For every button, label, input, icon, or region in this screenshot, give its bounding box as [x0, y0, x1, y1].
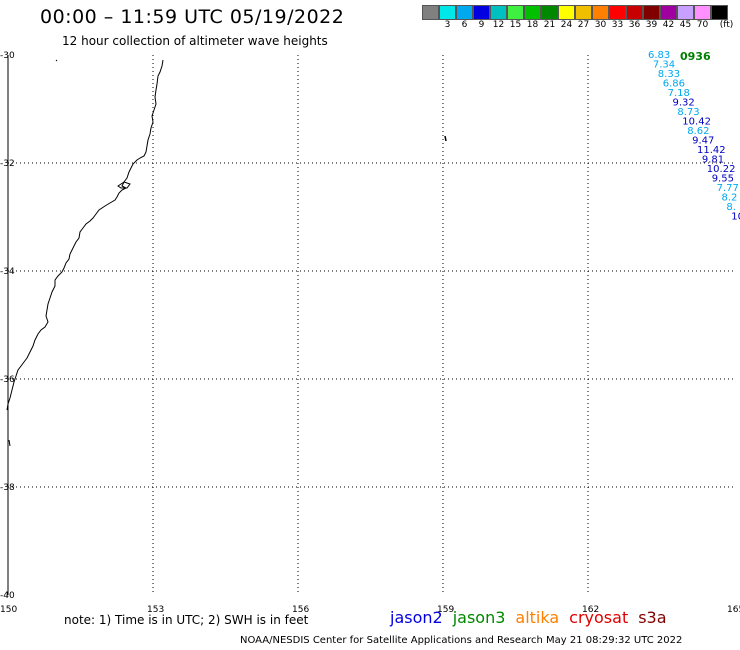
legend-swatch: [694, 5, 711, 20]
longitude-label: 156: [292, 605, 309, 615]
satellite-jason3: jason3: [452, 608, 506, 627]
legend-label: 21: [543, 20, 556, 30]
latitude-label: -30: [0, 51, 15, 61]
wave-height-value: 9.55: [712, 174, 734, 185]
longitude-label: 165: [727, 605, 740, 615]
wave-height-value: 8.62: [687, 126, 709, 137]
longitude-label: 153: [147, 605, 164, 615]
legend-label: 12: [492, 20, 505, 30]
legend-unit: (ft): [719, 20, 734, 30]
satellite-jason2: jason2: [390, 608, 443, 627]
legend-swatch: [660, 5, 677, 20]
island-dot: [55, 59, 58, 62]
wave-height-value: 7.18: [668, 88, 690, 99]
wave-height-value: 9.32: [673, 98, 695, 109]
legend-swatch: [711, 5, 728, 20]
legend-label: 30: [594, 20, 607, 30]
legend-label: 15: [509, 20, 522, 30]
latitude-label: -40: [0, 591, 15, 601]
legend-swatch: [626, 5, 643, 20]
australia-coastline: [6, 59, 164, 411]
wave-height-value: 10.22: [707, 164, 736, 175]
wave-height-value: 8.73: [677, 107, 699, 118]
legend-label: 9: [478, 20, 485, 30]
wave-height-value: 10: [731, 212, 740, 223]
wave-height-value: 7.34: [653, 60, 675, 71]
satellite-s3a: s3a: [638, 608, 667, 627]
wave-height-value: 10.42: [682, 117, 711, 128]
wave-height-value: 8.33: [658, 69, 680, 80]
island-dot-south: [8, 439, 11, 447]
wave-height-value: 8.2: [722, 193, 738, 204]
satellite-cryosat: cryosat: [569, 608, 629, 627]
legend-swatch: [456, 5, 473, 20]
wave-height-value: 9.47: [692, 136, 714, 147]
legend-label: 36: [628, 20, 641, 30]
page-title: 00:00 – 11:59 UTC 05/19/2022: [40, 6, 345, 28]
wave-height-value: 7.77: [717, 183, 739, 194]
coastline-islet: [117, 181, 131, 189]
longitude-label: 162: [582, 605, 599, 615]
wave-height-value: 11.42: [697, 145, 726, 156]
note-text: note: 1) Time is in UTC; 2) SWH is in fe…: [64, 613, 309, 627]
longitude-label: 150: [0, 605, 17, 615]
latitude-labels: -30 -32 -34 -36 -38 -40: [0, 51, 15, 601]
legend-label: 70: [696, 20, 709, 30]
legend-label: 33: [611, 20, 624, 30]
latitude-label: -38: [0, 483, 15, 493]
legend-label: 24: [560, 20, 573, 30]
wave-height-value: 8.: [726, 202, 736, 213]
legend-swatch: [439, 5, 456, 20]
legend-swatch: [609, 5, 626, 20]
wave-height-value: 6.83: [648, 50, 670, 61]
legend-swatch: [558, 5, 575, 20]
altimeter-track: 6.837.348.336.867.189.328.7310.428.629.4…: [648, 50, 740, 223]
latitude-label: -34: [0, 267, 15, 277]
legend-label: 42: [662, 20, 675, 30]
legend-swatch: [677, 5, 694, 20]
legend-swatch: [507, 5, 524, 20]
page-subtitle: 12 hour collection of altimeter wave hei…: [62, 34, 328, 48]
legend-swatch: [643, 5, 660, 20]
footer-credit: NOAA/NESDIS Center for Satellite Applica…: [240, 635, 683, 646]
latitude-label: -32: [0, 159, 15, 169]
legend-label: 18: [526, 20, 539, 30]
wave-height-value: 9.81: [702, 155, 724, 166]
legend-label: 6: [461, 20, 468, 30]
legend-swatch: [524, 5, 541, 20]
pass-time-label: 0936: [680, 50, 711, 63]
legend-label: 3: [444, 20, 451, 30]
map-grid: [7, 55, 733, 595]
legend-swatch: [490, 5, 507, 20]
longitude-labels: 150 153 156 159 162 165: [0, 605, 740, 615]
satellite-legend: jason2 jason3 altika cryosat s3a: [390, 608, 677, 627]
legend-label: 39: [645, 20, 658, 30]
satellite-altika: altika: [515, 608, 560, 627]
legend-swatch: [592, 5, 609, 20]
longitude-label: 159: [437, 605, 454, 615]
legend-label: 27: [577, 20, 590, 30]
legend-swatch: [473, 5, 490, 20]
legend-swatch: [422, 5, 439, 20]
wave-height-color-legend: [422, 5, 728, 20]
wave-height-value: 6.86: [663, 79, 685, 90]
legend-swatch: [575, 5, 592, 20]
lord-howe-island: [444, 135, 447, 142]
legend-label: 45: [679, 20, 692, 30]
latitude-label: -36: [0, 375, 15, 385]
legend-swatch: [541, 5, 558, 20]
